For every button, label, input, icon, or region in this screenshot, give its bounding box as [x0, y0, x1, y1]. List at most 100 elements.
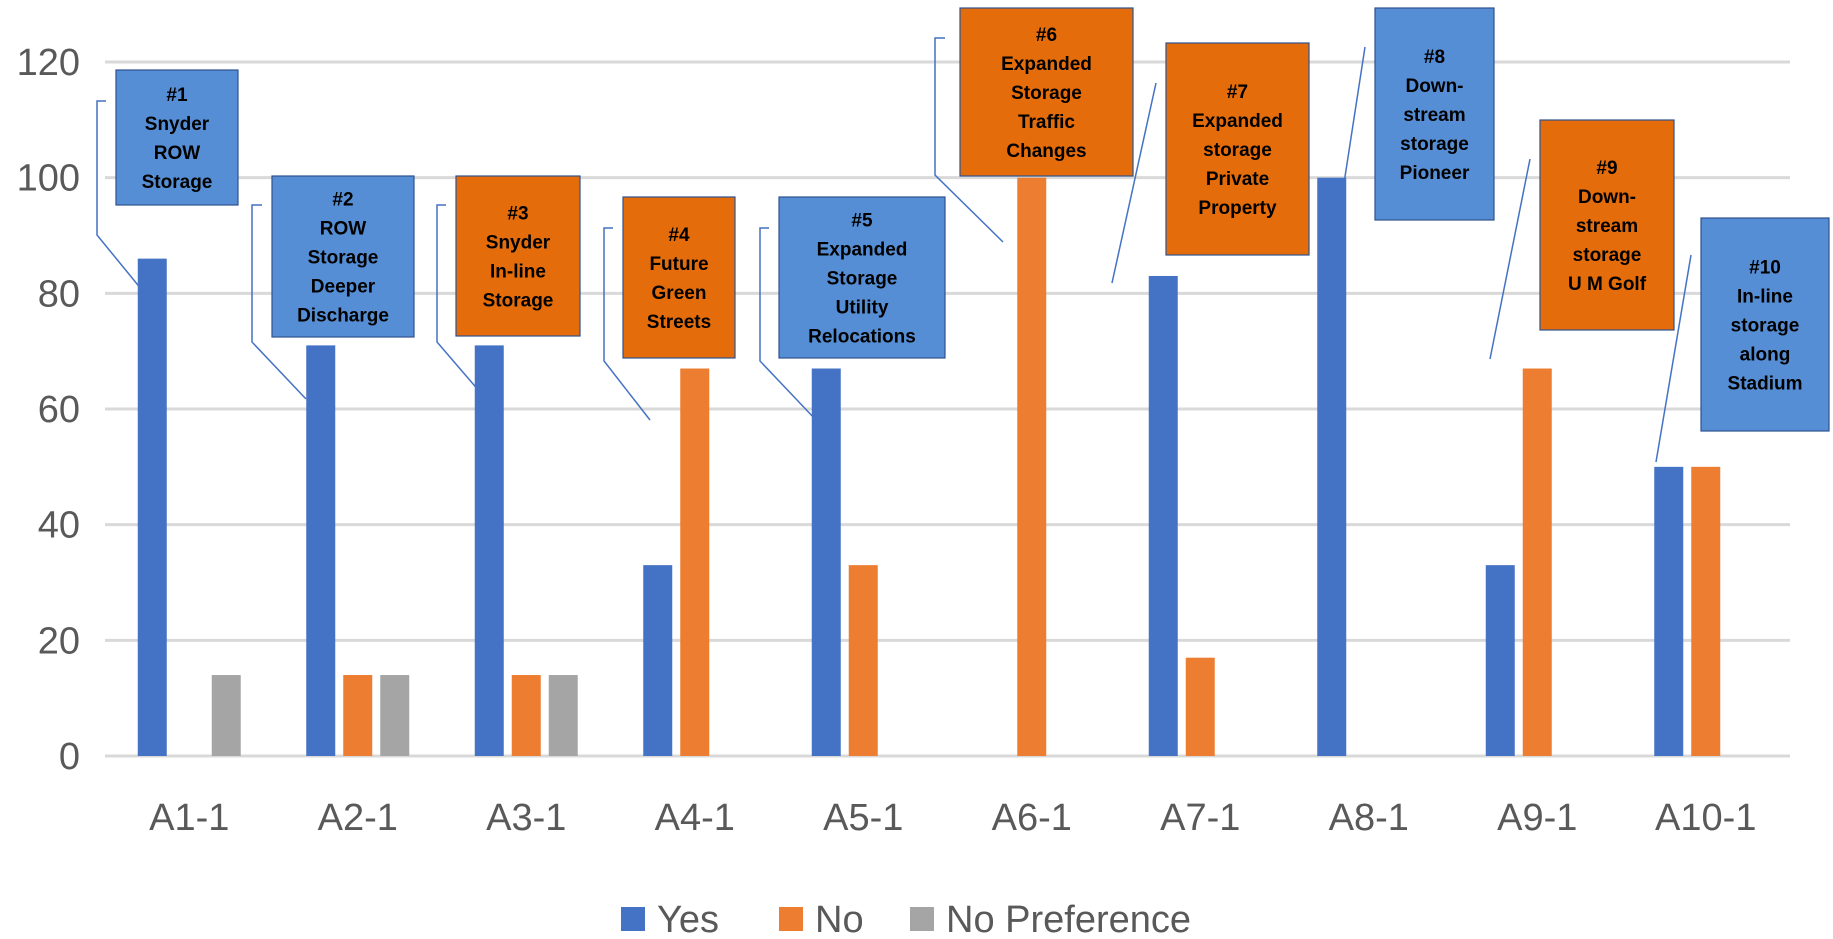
callout-leader-line — [96, 100, 147, 296]
callout-text: storage — [1203, 140, 1272, 161]
callout-leader-line — [1111, 82, 1157, 284]
callout-box — [455, 175, 581, 337]
callout-text: Down- — [1405, 76, 1463, 97]
callout-text: Snyder — [486, 233, 551, 254]
callout-text: Deeper — [311, 277, 376, 298]
callout-leader-line — [1489, 158, 1531, 360]
callout-10: #10 In-line storage along Stadium — [1655, 217, 1830, 463]
callout-text: Expanded — [1001, 54, 1092, 75]
legend-item-yes: Yes — [621, 899, 719, 939]
callout-2: #2 ROW Storage Deeper Discharge — [251, 175, 415, 400]
callout-text: U M Golf — [1568, 274, 1647, 295]
callout-text: #1 — [166, 85, 188, 106]
bar-no-a7-1 — [1185, 657, 1215, 756]
callout-text: Storage — [142, 172, 213, 193]
callout-text: Expanded — [817, 240, 908, 261]
x-axis-categories: A1-1 A2-1 A3-1 A4-1 A5-1 A6-1 A7-1 A8-1 A9-1 A10-… — [149, 797, 1756, 839]
callout-text: In-line — [490, 262, 546, 283]
y-tick-label: 60 — [38, 389, 80, 431]
bar-yes-a5-1 — [811, 368, 841, 756]
x-tick-label: A4-1 — [655, 797, 735, 839]
x-tick-label: A3-1 — [486, 797, 566, 839]
callout-text: along — [1740, 345, 1791, 366]
legend-label: Yes — [657, 899, 719, 939]
callout-leader-line — [1333, 46, 1366, 249]
callout-text: Utility — [836, 298, 889, 319]
x-tick-label: A10-1 — [1655, 797, 1756, 839]
callout-box — [622, 196, 736, 359]
callout-text: Storage — [827, 269, 898, 290]
callout-text: #4 — [668, 225, 690, 246]
callout-box — [1700, 217, 1830, 432]
bar-no-preference-a3-1 — [548, 675, 578, 756]
legend: Yes No No Preference — [621, 899, 1191, 939]
bar-no-preference-a1-1 — [211, 675, 241, 756]
legend-label: No — [815, 899, 864, 939]
callout-text: storage — [1731, 316, 1800, 337]
bar-no-a6-1 — [1017, 177, 1047, 756]
callout-leader-line — [934, 37, 1004, 243]
bar-no-a9-1 — [1522, 368, 1552, 756]
callout-1: #1 Snyder ROW Storage — [96, 69, 239, 296]
callout-leader-line — [251, 204, 307, 400]
callout-7: #7 Expanded storage Private Property — [1111, 42, 1310, 284]
legend-item-no-preference: No Preference — [910, 899, 1191, 939]
callout-text: Changes — [1006, 141, 1086, 162]
bar-yes-a2-1 — [306, 345, 336, 756]
callout-box — [959, 7, 1134, 177]
bar-no-a10-1 — [1691, 466, 1721, 756]
callout-box — [1165, 42, 1310, 256]
bar-yes-a4-1 — [643, 565, 673, 756]
callout-leader-line — [436, 204, 487, 400]
callout-3: #3 Snyder In-line Storage — [436, 175, 581, 400]
callout-text: #3 — [507, 204, 528, 225]
callout-text: ROW — [320, 219, 367, 240]
callout-text: storage — [1573, 245, 1642, 266]
callout-text: ROW — [154, 143, 201, 164]
bar-no-a3-1 — [511, 675, 541, 756]
legend-label: No Preference — [946, 899, 1191, 939]
callout-text: Storage — [308, 248, 379, 269]
y-tick-label: 40 — [38, 505, 80, 547]
bar-no-a5-1 — [848, 565, 878, 756]
x-tick-label: A5-1 — [823, 797, 903, 839]
callout-text: In-line — [1737, 287, 1793, 308]
callouts: #1 Snyder ROW Storage #2 ROW Storage Deeper Disc… — [96, 7, 1830, 463]
bar-no-a4-1 — [680, 368, 710, 756]
x-tick-label: A9-1 — [1497, 797, 1577, 839]
callout-box — [115, 69, 239, 206]
callout-text: #2 — [332, 190, 353, 211]
callout-text: #7 — [1227, 82, 1248, 103]
callout-box — [1539, 119, 1675, 331]
callout-text: Future — [649, 254, 708, 275]
legend-item-no: No — [779, 899, 864, 939]
callout-leader-line — [1655, 254, 1692, 463]
x-tick-label: A8-1 — [1329, 797, 1409, 839]
bar-yes-a1-1 — [137, 258, 167, 756]
callout-text: Expanded — [1192, 111, 1283, 132]
callout-6: #6 Expanded Storage Traffic Changes — [934, 7, 1134, 243]
legend-swatch — [621, 907, 645, 931]
y-tick-label: 100 — [17, 158, 80, 200]
callout-text: Pioneer — [1400, 163, 1470, 184]
x-tick-label: A2-1 — [318, 797, 398, 839]
callout-text: Stadium — [1728, 374, 1803, 395]
callout-box — [778, 196, 946, 359]
callout-text: stream — [1576, 216, 1638, 237]
y-tick-label: 0 — [59, 736, 80, 778]
callout-text: Streets — [647, 312, 711, 333]
callout-text: #10 — [1749, 258, 1781, 279]
callout-box — [1374, 7, 1495, 221]
callout-text: #5 — [851, 211, 873, 232]
callout-text: Relocations — [808, 327, 916, 348]
callout-text: Storage — [483, 291, 554, 312]
callout-4: #4 Future Green Streets — [603, 196, 736, 421]
bar-yes-a9-1 — [1485, 565, 1515, 756]
bar-yes-a8-1 — [1317, 177, 1347, 756]
callout-text: Snyder — [145, 114, 210, 135]
callout-text: Traffic — [1018, 112, 1075, 133]
callout-text: Down- — [1578, 187, 1636, 208]
legend-swatch — [910, 907, 934, 931]
callout-text: stream — [1403, 105, 1465, 126]
